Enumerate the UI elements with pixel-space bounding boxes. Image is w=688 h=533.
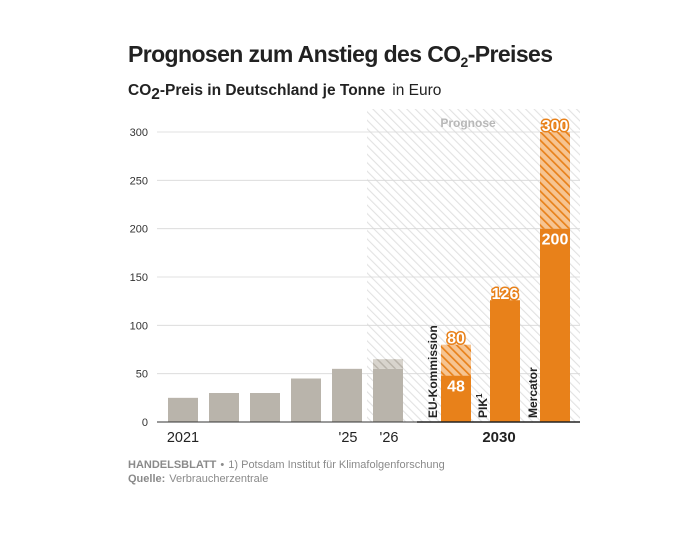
bar-2023 bbox=[250, 393, 280, 422]
bar-2026 bbox=[373, 368, 403, 422]
series-label-mercator: Mercator bbox=[526, 367, 540, 418]
bar-eu-kommission bbox=[441, 375, 471, 422]
data-label-mercator-low: 200 bbox=[542, 232, 569, 249]
bar-eu-kommission-range bbox=[441, 344, 471, 376]
x-tick-label: '25 bbox=[339, 430, 358, 446]
bar-pik bbox=[490, 300, 520, 422]
bar-2024 bbox=[291, 378, 321, 422]
y-tick-label: 100 bbox=[130, 320, 148, 332]
y-tick-label: 150 bbox=[130, 272, 148, 284]
footer-line-1: HANDELSBLATT • 1) Potsdam Institut für Kli… bbox=[128, 459, 445, 471]
y-tick-label: 200 bbox=[130, 224, 148, 236]
series-label-eu-kommission: EU-Kommission bbox=[426, 325, 440, 418]
y-tick-label: 250 bbox=[130, 175, 148, 187]
bar-mercator-range bbox=[540, 132, 570, 229]
grid bbox=[157, 131, 580, 375]
chart-subtitle: CO2-Preis in Deutschland je Tonne in Euro bbox=[128, 82, 441, 103]
data-label-eu-kommission-high: 80 bbox=[447, 331, 465, 348]
bar-2022 bbox=[209, 393, 239, 422]
bar-2021 bbox=[168, 397, 198, 422]
y-tick-label: 300 bbox=[130, 127, 148, 139]
x-group-label-2030: 2030 bbox=[482, 429, 515, 446]
footer-line-2: Quelle: Verbraucherzentrale bbox=[128, 473, 268, 485]
x-tick-label: '26 bbox=[380, 430, 399, 446]
bar-2025 bbox=[332, 368, 362, 422]
y-tick-label: 0 bbox=[142, 417, 148, 429]
x-axis-labels: 2021 '25 '26 2030 bbox=[167, 429, 516, 446]
prognose-label: Prognose bbox=[440, 116, 496, 130]
data-label-pik-high: 126 bbox=[492, 286, 519, 303]
y-tick-label: 50 bbox=[136, 369, 148, 381]
chart-title: Prognosen zum Anstieg des CO2-Preises bbox=[128, 41, 552, 70]
forecast-bars: 80 48 EU-Kommission 126 PIK1 300 200 Mercator bbox=[426, 117, 570, 422]
data-label-mercator-high: 300 bbox=[542, 118, 569, 135]
data-label-eu-kommission-low: 48 bbox=[447, 379, 465, 396]
bar-2026-range bbox=[373, 359, 403, 369]
series-label-pik: PIK1 bbox=[475, 393, 490, 418]
y-axis: 0 50 100 150 200 250 300 bbox=[130, 127, 148, 429]
bar-mercator bbox=[540, 228, 570, 422]
x-tick-label: 2021 bbox=[167, 430, 199, 446]
historical-bars bbox=[168, 359, 403, 422]
